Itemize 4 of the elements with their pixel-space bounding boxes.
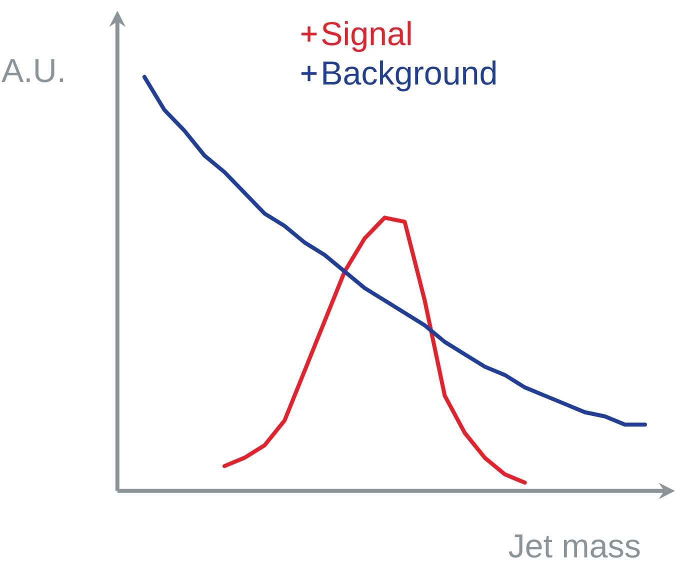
- x-axis-title: Jet mass: [508, 534, 640, 558]
- legend-label: Background: [323, 60, 496, 92]
- y-axis-title: A.U.: [2, 59, 64, 82]
- legend-label: Signal: [322, 20, 411, 52]
